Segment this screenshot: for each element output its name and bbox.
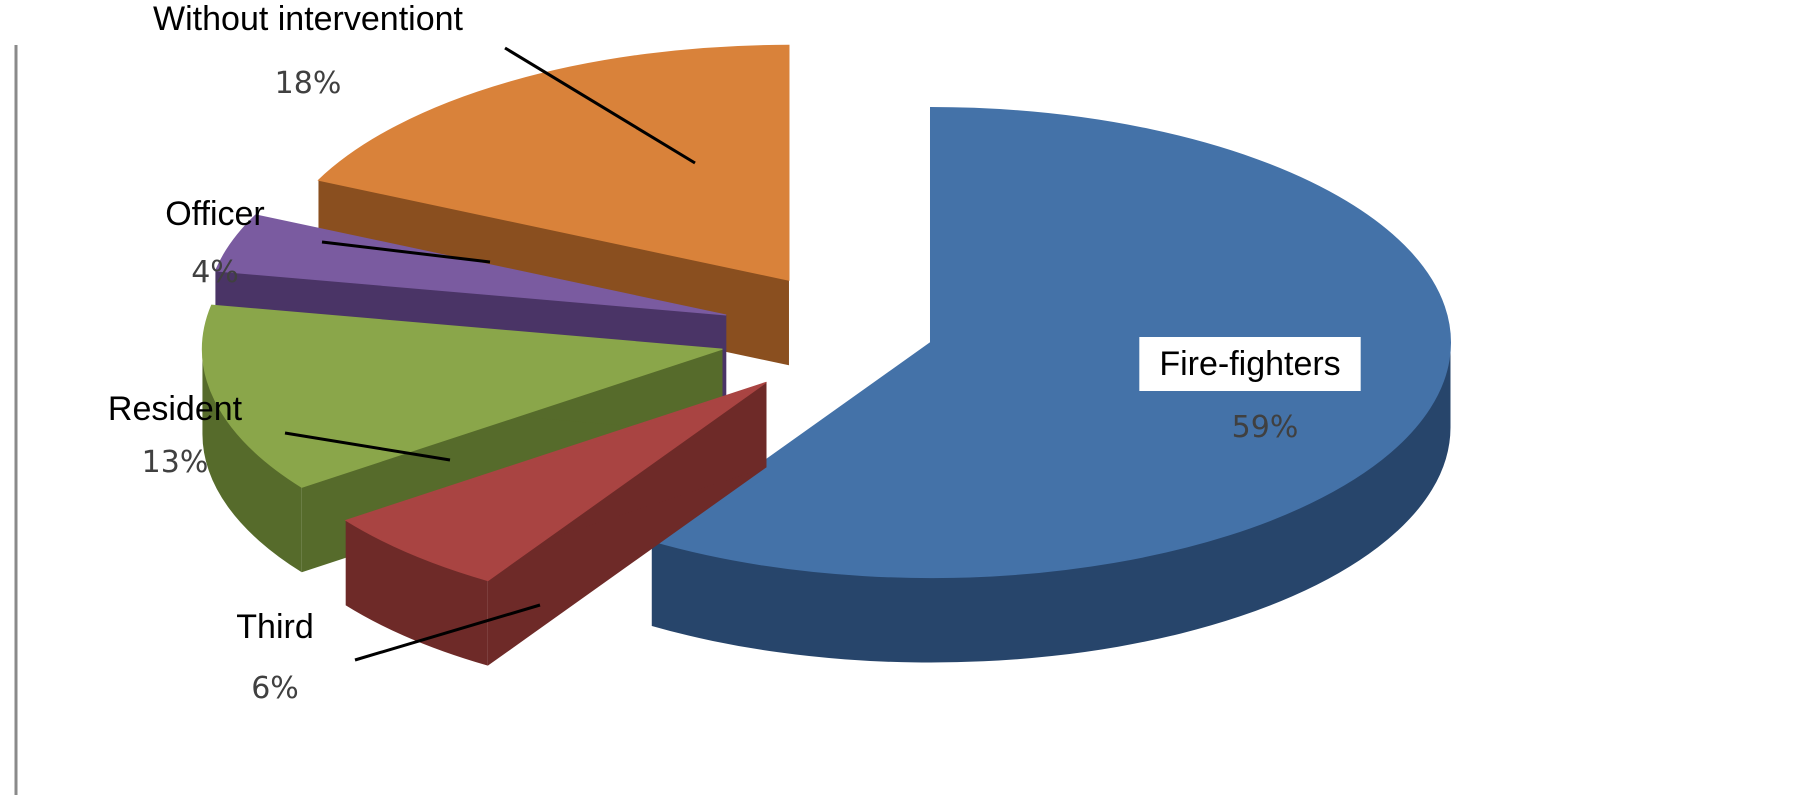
value-label: 6% bbox=[251, 671, 299, 706]
label-officer: Officer 4% bbox=[165, 195, 491, 290]
leader-line-without-interventiont bbox=[504, 46, 696, 165]
leader-line-resident bbox=[284, 431, 451, 462]
value-label: 4% bbox=[191, 255, 239, 290]
label-fire-fighters: Fire-fighters 59% bbox=[1139, 337, 1361, 445]
category-label: Resident bbox=[108, 390, 243, 428]
value-label: 59% bbox=[1232, 410, 1299, 445]
label-without-interventiont: Without interventiont 18% bbox=[153, 0, 696, 165]
category-label: Officer bbox=[165, 195, 265, 233]
leader-line-third bbox=[354, 603, 541, 662]
label-resident: Resident 13% bbox=[108, 390, 451, 480]
value-label: 13% bbox=[142, 445, 209, 480]
category-label-box bbox=[1139, 337, 1361, 391]
pie-labels: Fire-fighters 59% Third 6% Resident 13% Office… bbox=[108, 0, 1361, 706]
slice-third bbox=[344, 381, 767, 666]
category-label: Fire-fighters bbox=[1159, 345, 1340, 383]
category-label: Without interventiont bbox=[153, 0, 463, 38]
label-third: Third 6% bbox=[236, 603, 541, 706]
slice-fire-fighters bbox=[650, 107, 1451, 663]
value-label: 18% bbox=[275, 66, 342, 101]
leader-line-officer bbox=[321, 240, 491, 264]
category-label: Third bbox=[236, 608, 313, 646]
pie-slices bbox=[201, 44, 1451, 666]
